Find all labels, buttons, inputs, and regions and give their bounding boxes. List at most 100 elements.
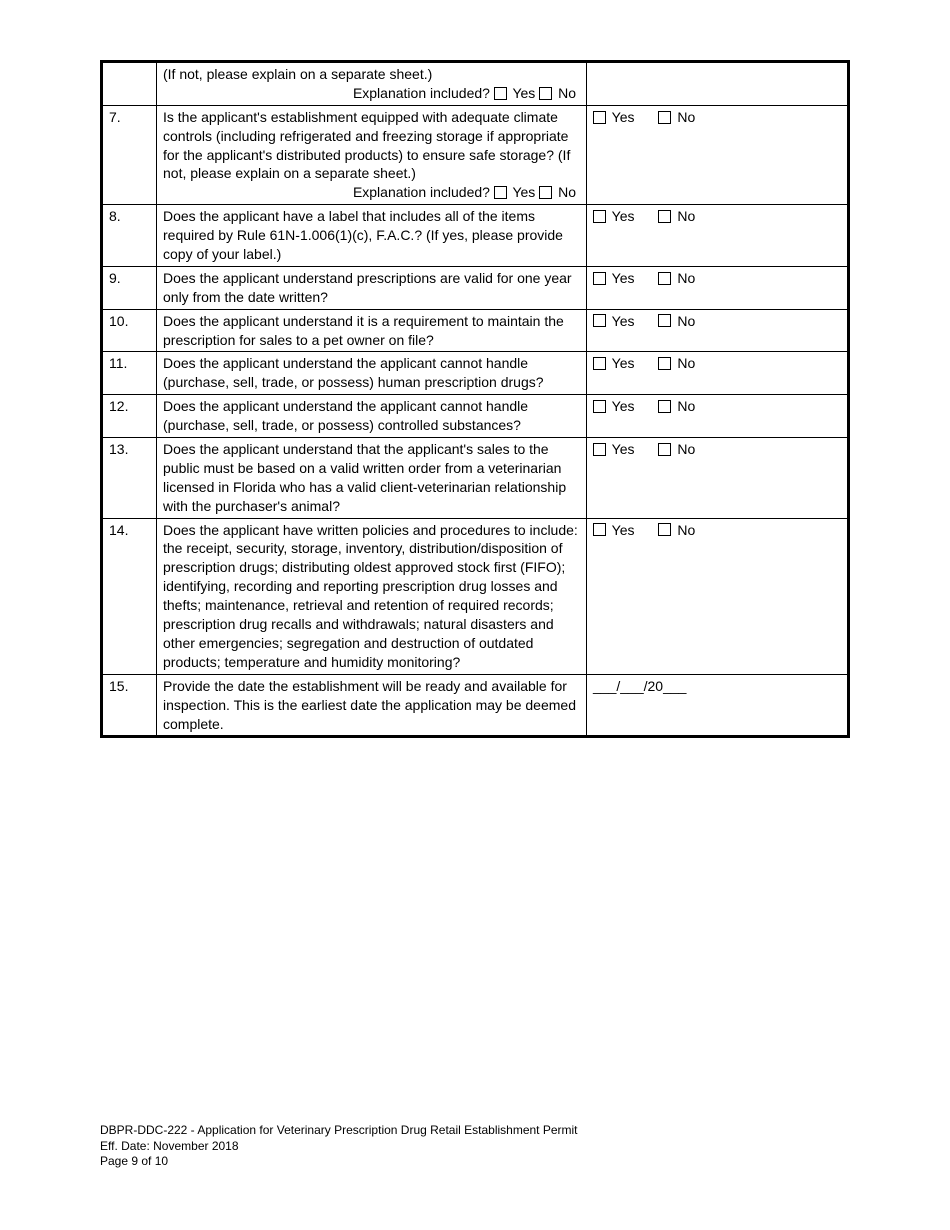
answer-cell <box>587 62 849 106</box>
table-row: 11.Does the applicant understand the app… <box>102 352 849 395</box>
question-text: (If not, please explain on a separate sh… <box>163 65 580 84</box>
question-cell: Does the applicant have written policies… <box>157 518 587 674</box>
answer-cell: Yes No <box>587 395 849 438</box>
answer-no-checkbox[interactable] <box>658 400 671 413</box>
no-label: No <box>673 398 695 414</box>
date-field[interactable]: ___/___/20___ <box>593 678 686 694</box>
explanation-no-checkbox[interactable] <box>539 87 552 100</box>
question-text: Does the applicant understand the applic… <box>163 397 580 435</box>
table-row: 15.Provide the date the establishment wi… <box>102 674 849 737</box>
yes-label: Yes <box>608 522 634 538</box>
row-number: 10. <box>102 309 157 352</box>
answer-cell: Yes No <box>587 438 849 519</box>
answer-yes-checkbox[interactable] <box>593 523 606 536</box>
question-text: Provide the date the establishment will … <box>163 677 580 734</box>
table-row: 14.Does the applicant have written polic… <box>102 518 849 674</box>
footer-eff-date: Eff. Date: November 2018 <box>100 1139 578 1155</box>
table-row: 10.Does the applicant understand it is a… <box>102 309 849 352</box>
question-text: Does the applicant understand prescripti… <box>163 269 580 307</box>
page-footer: DBPR-DDC-222 - Application for Veterinar… <box>100 1123 578 1170</box>
explanation-label: Explanation included? <box>353 85 494 101</box>
answer-no-checkbox[interactable] <box>658 523 671 536</box>
answer-yes-checkbox[interactable] <box>593 272 606 285</box>
answer-no-checkbox[interactable] <box>658 272 671 285</box>
no-label: No <box>673 208 695 224</box>
yes-label: Yes <box>608 109 634 125</box>
question-cell: Does the applicant understand it is a re… <box>157 309 587 352</box>
answer-cell: Yes No <box>587 309 849 352</box>
answer-yes-checkbox[interactable] <box>593 443 606 456</box>
answer-cell: Yes No <box>587 518 849 674</box>
question-cell: Provide the date the establishment will … <box>157 674 587 737</box>
table-row: 9.Does the applicant understand prescrip… <box>102 266 849 309</box>
no-label: No <box>673 270 695 286</box>
yes-label: Yes <box>608 208 634 224</box>
answer-no-checkbox[interactable] <box>658 314 671 327</box>
table-row: 13.Does the applicant understand that th… <box>102 438 849 519</box>
explanation-included-line: Explanation included? Yes No <box>163 183 580 202</box>
answer-cell: Yes No <box>587 105 849 204</box>
answer-cell: ___/___/20___ <box>587 674 849 737</box>
no-label: No <box>673 313 695 329</box>
footer-page: Page 9 of 10 <box>100 1154 578 1170</box>
question-text: Does the applicant understand it is a re… <box>163 312 580 350</box>
row-number <box>102 62 157 106</box>
answer-yes-checkbox[interactable] <box>593 357 606 370</box>
yes-label: Yes <box>608 398 634 414</box>
yes-label: Yes <box>608 270 634 286</box>
yes-label: Yes <box>608 355 634 371</box>
yes-label: Yes <box>509 85 539 101</box>
row-number: 15. <box>102 674 157 737</box>
no-label: No <box>673 355 695 371</box>
row-number: 12. <box>102 395 157 438</box>
table-row: (If not, please explain on a separate sh… <box>102 62 849 106</box>
question-cell: Is the applicant's establishment equippe… <box>157 105 587 204</box>
answer-yes-checkbox[interactable] <box>593 314 606 327</box>
answer-no-checkbox[interactable] <box>658 111 671 124</box>
explanation-included-line: Explanation included? Yes No <box>163 84 580 103</box>
question-text: Does the applicant have a label that inc… <box>163 207 580 264</box>
question-text: Is the applicant's establishment equippe… <box>163 108 580 184</box>
question-cell: Does the applicant understand the applic… <box>157 352 587 395</box>
question-cell: (If not, please explain on a separate sh… <box>157 62 587 106</box>
table-row: 8.Does the applicant have a label that i… <box>102 205 849 267</box>
no-label: No <box>673 522 695 538</box>
answer-cell: Yes No <box>587 266 849 309</box>
question-text: Does the applicant understand the applic… <box>163 354 580 392</box>
yes-label: Yes <box>509 184 539 200</box>
answer-yes-checkbox[interactable] <box>593 111 606 124</box>
question-cell: Does the applicant understand the applic… <box>157 395 587 438</box>
answer-yes-checkbox[interactable] <box>593 400 606 413</box>
footer-title: DBPR-DDC-222 - Application for Veterinar… <box>100 1123 578 1139</box>
question-text: Does the applicant understand that the a… <box>163 440 580 516</box>
question-text: Does the applicant have written policies… <box>163 521 580 672</box>
no-label: No <box>673 441 695 457</box>
answer-yes-checkbox[interactable] <box>593 210 606 223</box>
explanation-yes-checkbox[interactable] <box>494 186 507 199</box>
yes-label: Yes <box>608 441 634 457</box>
row-number: 7. <box>102 105 157 204</box>
form-table: (If not, please explain on a separate sh… <box>100 60 850 738</box>
yes-label: Yes <box>608 313 634 329</box>
question-cell: Does the applicant understand that the a… <box>157 438 587 519</box>
question-cell: Does the applicant have a label that inc… <box>157 205 587 267</box>
explanation-yes-checkbox[interactable] <box>494 87 507 100</box>
row-number: 14. <box>102 518 157 674</box>
no-label: No <box>673 109 695 125</box>
row-number: 11. <box>102 352 157 395</box>
row-number: 9. <box>102 266 157 309</box>
answer-cell: Yes No <box>587 205 849 267</box>
row-number: 13. <box>102 438 157 519</box>
table-row: 12.Does the applicant understand the app… <box>102 395 849 438</box>
answer-no-checkbox[interactable] <box>658 357 671 370</box>
no-label: No <box>554 184 576 200</box>
no-label: No <box>554 85 576 101</box>
answer-no-checkbox[interactable] <box>658 443 671 456</box>
explanation-no-checkbox[interactable] <box>539 186 552 199</box>
explanation-label: Explanation included? <box>353 184 494 200</box>
row-number: 8. <box>102 205 157 267</box>
answer-cell: Yes No <box>587 352 849 395</box>
answer-no-checkbox[interactable] <box>658 210 671 223</box>
table-row: 7.Is the applicant's establishment equip… <box>102 105 849 204</box>
question-cell: Does the applicant understand prescripti… <box>157 266 587 309</box>
